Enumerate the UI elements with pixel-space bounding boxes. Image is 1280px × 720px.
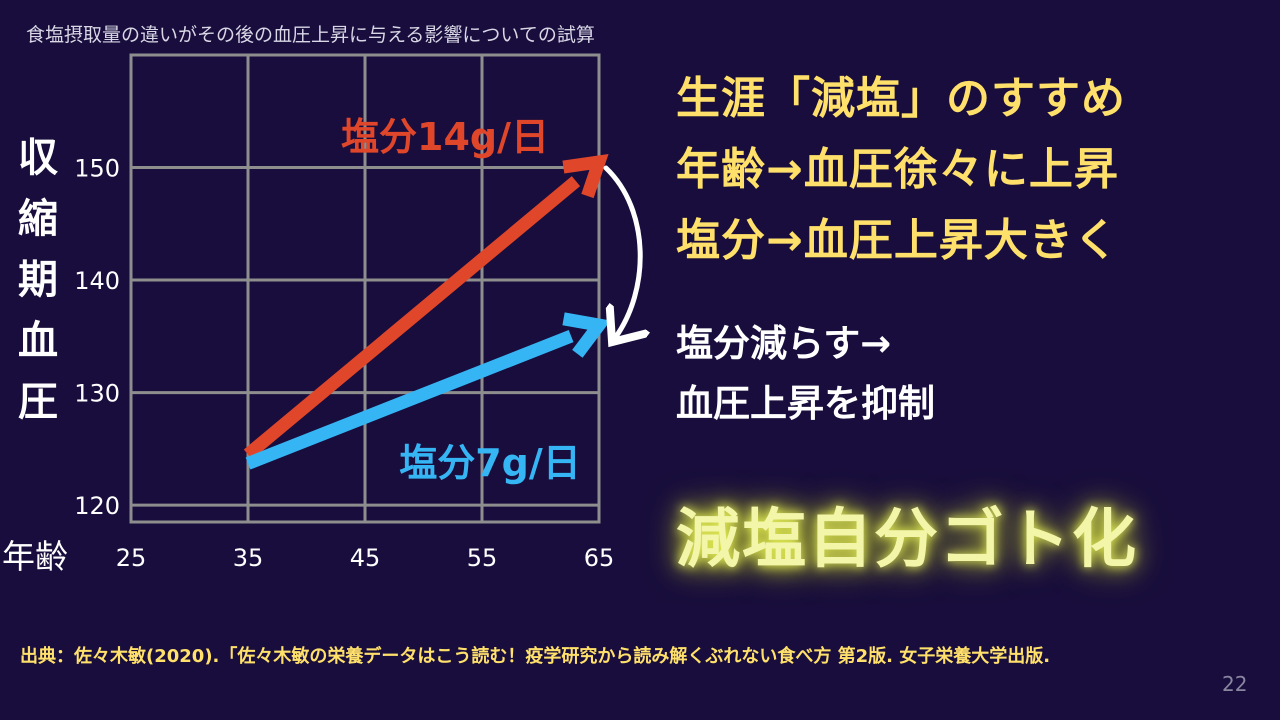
series-line bbox=[245, 330, 574, 470]
note-line-2: 血圧上昇を抑制 bbox=[676, 382, 935, 425]
page-number: 22 bbox=[1222, 672, 1248, 696]
series-line bbox=[243, 176, 581, 460]
y-tick-label: 140 bbox=[74, 267, 120, 295]
series-label: 塩分14g/日 bbox=[341, 115, 549, 159]
series-arrowhead bbox=[562, 153, 609, 199]
y-axis-label-char: 期 bbox=[18, 257, 58, 303]
y-tick-label: 150 bbox=[74, 155, 120, 183]
x-tick-label: 45 bbox=[350, 544, 381, 572]
y-axis-label-char: 縮 bbox=[18, 196, 58, 242]
grid bbox=[129, 53, 601, 524]
slogan: 減塩自分ゴト化 bbox=[676, 503, 1138, 577]
series-label: 塩分7g/日 bbox=[399, 441, 581, 485]
series-arrowhead bbox=[562, 312, 611, 358]
y-tick-label: 120 bbox=[74, 492, 120, 520]
y-axis-label-char: 血 bbox=[18, 318, 58, 364]
y-axis-label: 収縮期血圧 bbox=[14, 128, 62, 433]
curved-arrow-annotation bbox=[603, 165, 640, 338]
tick-labels: 25 35 45 55 65 120 130 140 150 bbox=[74, 155, 614, 572]
y-tick-label: 130 bbox=[74, 380, 120, 408]
source-citation: 出典：佐々木敏(2020).「佐々木敏の栄養データはこう読む！疫学研究から読み解… bbox=[20, 646, 1051, 667]
chart-title: 食塩摂取量の違いがその後の血圧上昇に与える影響についての試算 bbox=[26, 24, 595, 46]
note-line-1: 塩分減らす→ bbox=[676, 322, 892, 365]
heading-line-2: 年齢→血圧徐々に上昇 bbox=[676, 144, 1119, 195]
x-axis-label: 年齢 bbox=[2, 537, 68, 576]
heading-line-3: 塩分→血圧上昇大きく bbox=[676, 215, 1119, 266]
x-tick-label: 55 bbox=[467, 544, 498, 572]
x-tick-label: 25 bbox=[116, 544, 147, 572]
x-tick-label: 65 bbox=[584, 544, 615, 572]
heading-line-1: 生涯「減塩」のすすめ bbox=[676, 73, 1126, 124]
y-axis-label-char: 収 bbox=[18, 135, 58, 181]
y-axis-label-char: 圧 bbox=[18, 379, 58, 425]
x-tick-label: 35 bbox=[233, 544, 264, 572]
